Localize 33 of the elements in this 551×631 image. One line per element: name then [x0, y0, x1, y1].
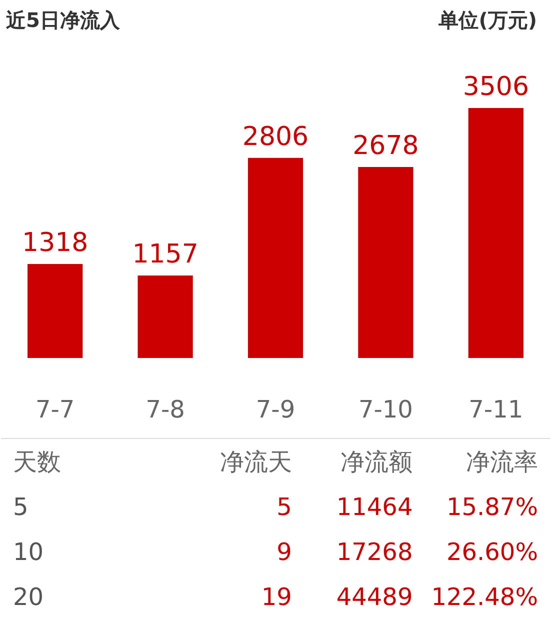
text: 5: [13, 492, 28, 520]
bar: [468, 108, 524, 358]
text: 5: [276, 492, 292, 520]
text: 10: [13, 538, 44, 566]
bar: [248, 158, 304, 358]
data-label: 2678: [352, 131, 419, 162]
data-label: 2806: [242, 122, 309, 152]
category-label: 净流天: [218, 446, 292, 478]
text: 19: [261, 582, 292, 610]
chart-title: 近5日净流入: [6, 6, 120, 34]
bar: [138, 276, 193, 358]
text: 15.87%: [446, 492, 538, 520]
data-label: 1157: [132, 240, 198, 270]
data-label: 3506: [462, 72, 529, 102]
category-label: 净流率: [465, 446, 539, 478]
chart-subtitle: 单位(万元): [438, 6, 537, 34]
text: 122.48%: [431, 582, 538, 610]
bar: [358, 167, 414, 358]
x-tick-label: 7-7: [36, 396, 75, 424]
text: 11464: [336, 492, 413, 520]
data-label: 1318: [22, 228, 88, 258]
x-tick-label: 7-10: [358, 396, 413, 424]
x-tick-label: 7-8: [146, 396, 185, 424]
bar: [28, 264, 83, 358]
text: 20: [13, 582, 44, 610]
x-tick-label: 7-11: [468, 396, 524, 424]
text: 44489: [336, 582, 413, 610]
category-label: 净流额: [340, 446, 413, 478]
x-tick-label: 7-9: [256, 396, 296, 424]
text: 9: [276, 538, 292, 566]
category-label: 天数: [12, 446, 62, 478]
text: 17268: [336, 538, 413, 566]
text: 26.60%: [446, 538, 538, 566]
